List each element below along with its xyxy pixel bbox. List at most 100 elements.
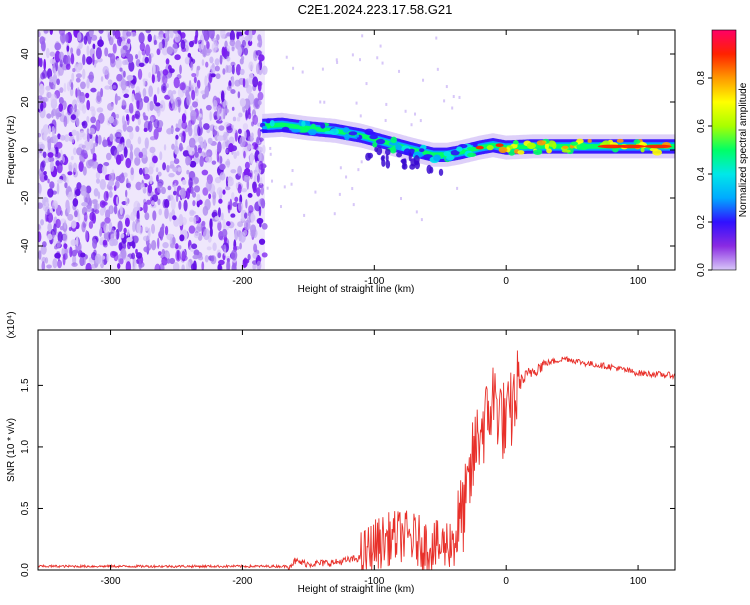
noise-speckle xyxy=(38,223,42,232)
x-tick-label: 100 xyxy=(630,576,647,587)
x-tick-label: -100 xyxy=(364,576,384,587)
noise-speckle xyxy=(85,185,92,194)
noise-speckle xyxy=(158,41,163,51)
noise-speckle xyxy=(38,203,41,208)
noise-speckle xyxy=(125,261,132,270)
noise-speckle xyxy=(162,199,167,209)
ridge-drip xyxy=(426,164,432,174)
noise-speckle xyxy=(243,150,246,159)
noise-speckle xyxy=(49,76,54,83)
noise-speckle xyxy=(89,106,95,112)
x-tick-label: -100 xyxy=(364,276,384,287)
sparse-speckle xyxy=(279,205,282,209)
noise-speckle xyxy=(127,229,130,237)
noise-speckle xyxy=(255,63,260,75)
noise-speckle xyxy=(191,72,197,78)
noise-speckle xyxy=(70,239,77,247)
noise-speckle xyxy=(226,221,231,227)
noise-speckle xyxy=(128,61,135,72)
noise-speckle xyxy=(222,141,226,150)
noise-speckle xyxy=(179,82,186,91)
noise-speckle xyxy=(107,102,114,111)
ridge-blob xyxy=(533,149,543,155)
noise-speckle xyxy=(215,73,221,80)
colorbar-tick-label: 0.2 xyxy=(696,215,707,229)
noise-speckle xyxy=(209,56,214,64)
noise-speckle xyxy=(40,102,44,112)
noise-speckle xyxy=(122,45,128,51)
noise-speckle xyxy=(256,217,264,225)
noise-speckle xyxy=(40,219,45,226)
noise-speckle xyxy=(95,47,102,60)
noise-speckle xyxy=(247,253,251,261)
noise-speckle xyxy=(125,196,129,207)
ridge-blob xyxy=(372,141,378,148)
noise-speckle xyxy=(147,227,151,239)
ridge-drip xyxy=(403,158,407,167)
noise-speckle xyxy=(196,66,199,78)
noise-speckle xyxy=(156,70,161,83)
ridge-blob xyxy=(262,125,268,130)
noise-speckle xyxy=(152,63,156,76)
noise-speckle xyxy=(230,61,236,67)
noise-speckle xyxy=(137,136,142,145)
noise-speckle xyxy=(78,161,84,172)
noise-speckle xyxy=(205,156,212,163)
noise-speckle xyxy=(127,53,134,64)
noise-speckle xyxy=(191,82,197,88)
noise-speckle xyxy=(81,144,86,149)
noise-speckle xyxy=(111,227,115,235)
sparse-speckle xyxy=(351,187,354,191)
noise-speckle xyxy=(186,187,191,200)
x-tick-label: -200 xyxy=(232,276,252,287)
noise-speckle xyxy=(123,146,128,158)
noise-speckle xyxy=(120,248,127,260)
noise-speckle xyxy=(154,76,158,83)
noise-speckle xyxy=(69,246,73,258)
sparse-speckle xyxy=(414,112,417,116)
noise-speckle xyxy=(142,78,146,87)
noise-speckle xyxy=(63,247,68,257)
noise-speckle xyxy=(170,198,176,211)
noise-speckle xyxy=(136,98,140,110)
noise-speckle xyxy=(119,67,123,72)
noise-speckle xyxy=(220,90,225,103)
noise-speckle xyxy=(134,259,137,270)
noise-speckle xyxy=(196,193,201,201)
noise-speckle xyxy=(38,57,41,67)
noise-speckle xyxy=(208,30,215,40)
noise-speckle xyxy=(58,103,64,112)
snr-y-ticks: 0.0 0.5 1.0 1.5 xyxy=(20,378,675,577)
noise-speckle xyxy=(226,45,231,52)
noise-speckle xyxy=(177,118,183,130)
noise-speckle xyxy=(173,77,180,89)
noise-speckle xyxy=(149,175,153,185)
noise-speckle xyxy=(212,129,218,136)
sparse-speckle xyxy=(359,114,362,118)
ridge-blob xyxy=(375,138,386,145)
noise-speckle xyxy=(214,125,218,130)
noise-speckle xyxy=(168,195,171,202)
noise-speckle xyxy=(123,93,130,99)
noise-speckle xyxy=(59,87,64,93)
noise-speckle xyxy=(58,51,64,60)
noise-speckle xyxy=(257,42,262,48)
sparse-speckle xyxy=(385,102,388,106)
noise-speckle xyxy=(92,43,96,50)
colorbar-tick-label: 0.6 xyxy=(696,119,707,133)
noise-speckle xyxy=(70,114,77,120)
ridge-blob xyxy=(265,125,271,129)
noise-speckle xyxy=(237,201,244,212)
ridge-blob xyxy=(419,148,425,153)
noise-speckle xyxy=(198,43,202,52)
noise-speckle xyxy=(57,179,63,184)
noise-speckle xyxy=(233,151,238,159)
noise-speckle xyxy=(174,145,179,155)
noise-speckle xyxy=(218,232,223,240)
noise-speckle xyxy=(220,30,226,40)
noise-speckle xyxy=(78,102,85,111)
ridge-blob xyxy=(433,154,441,162)
ridge-blob xyxy=(649,147,659,152)
noise-speckle xyxy=(91,208,95,214)
